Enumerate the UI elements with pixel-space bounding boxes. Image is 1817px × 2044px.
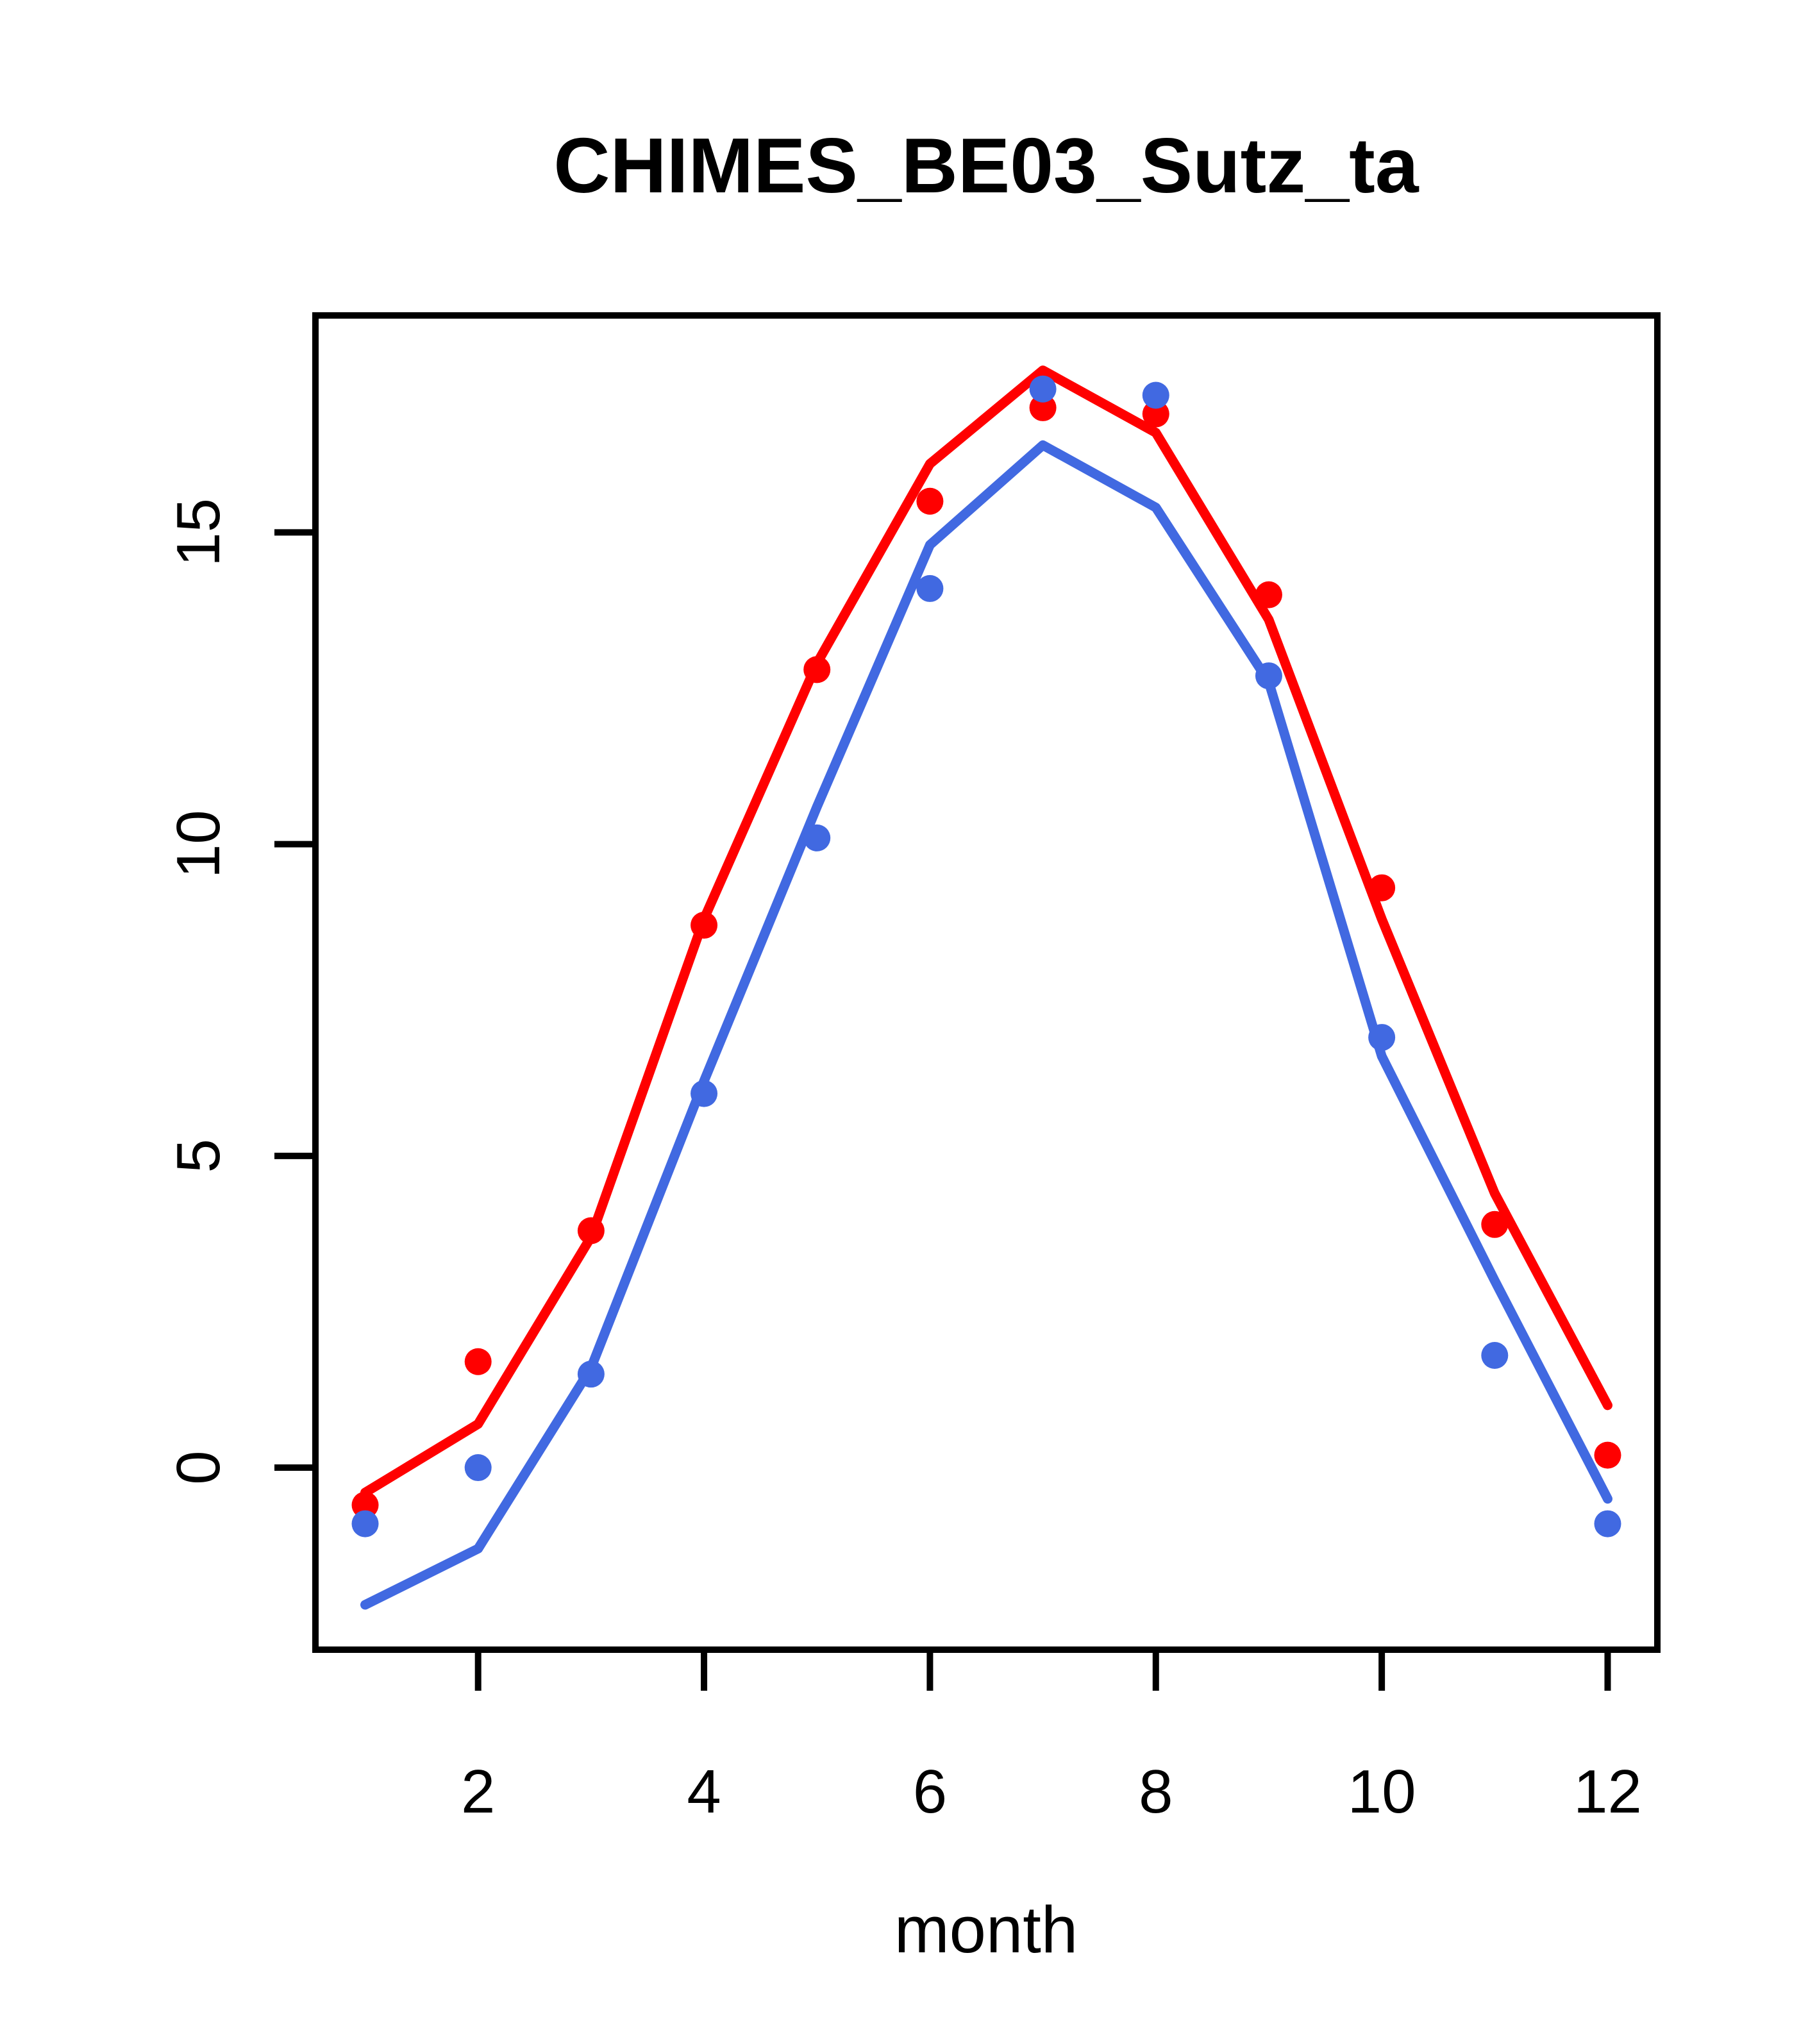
- x-tick-label: 4: [687, 1757, 721, 1826]
- data-point: [916, 574, 944, 602]
- data-point: [1255, 581, 1282, 608]
- data-point: [1368, 874, 1396, 901]
- data-point: [803, 824, 831, 851]
- data-point: [803, 656, 831, 683]
- data-point: [1368, 1024, 1396, 1051]
- chart-title: CHIMES_BE03_Sutz_ta: [553, 122, 1419, 209]
- x-axis-ticks: 2 4 6 8 10 12: [461, 1650, 1642, 1826]
- data-point: [1255, 662, 1282, 690]
- x-tick-label: 10: [1348, 1757, 1416, 1826]
- data-point: [577, 1217, 605, 1244]
- x-tick-label: 12: [1573, 1757, 1642, 1826]
- data-point: [916, 487, 944, 515]
- red-line-model: [360, 365, 1612, 1498]
- data-point: [464, 1454, 492, 1482]
- data-point: [464, 1348, 492, 1375]
- y-tick-label: 10: [164, 810, 233, 878]
- plot-area: [351, 365, 1621, 1610]
- data-point: [1029, 375, 1057, 403]
- blue-points-obs: [351, 375, 1621, 1537]
- data-point: [577, 1361, 605, 1388]
- y-axis-ticks: 0 5 10 15: [164, 498, 315, 1485]
- blue-line-model: [360, 440, 1612, 1610]
- x-tick-label: 6: [913, 1757, 947, 1826]
- data-point: [691, 1080, 718, 1107]
- red-points-obs: [351, 394, 1621, 1519]
- x-axis-label: month: [894, 1893, 1078, 1966]
- data-point: [1594, 1441, 1621, 1469]
- data-point: [691, 912, 718, 939]
- data-point: [1594, 1510, 1621, 1537]
- data-point: [1142, 400, 1169, 428]
- y-tick-label: 0: [164, 1450, 233, 1484]
- data-point: [1142, 381, 1169, 409]
- data-point: [351, 1491, 379, 1519]
- data-point: [1481, 1342, 1509, 1370]
- y-tick-label: 5: [164, 1139, 233, 1173]
- x-tick-label: 2: [461, 1757, 495, 1826]
- y-tick-label: 15: [164, 498, 233, 567]
- x-tick-label: 8: [1139, 1757, 1173, 1826]
- data-point: [351, 1510, 379, 1537]
- data-point: [1029, 394, 1057, 421]
- data-point: [1481, 1210, 1509, 1238]
- plot-box: [312, 312, 1661, 1653]
